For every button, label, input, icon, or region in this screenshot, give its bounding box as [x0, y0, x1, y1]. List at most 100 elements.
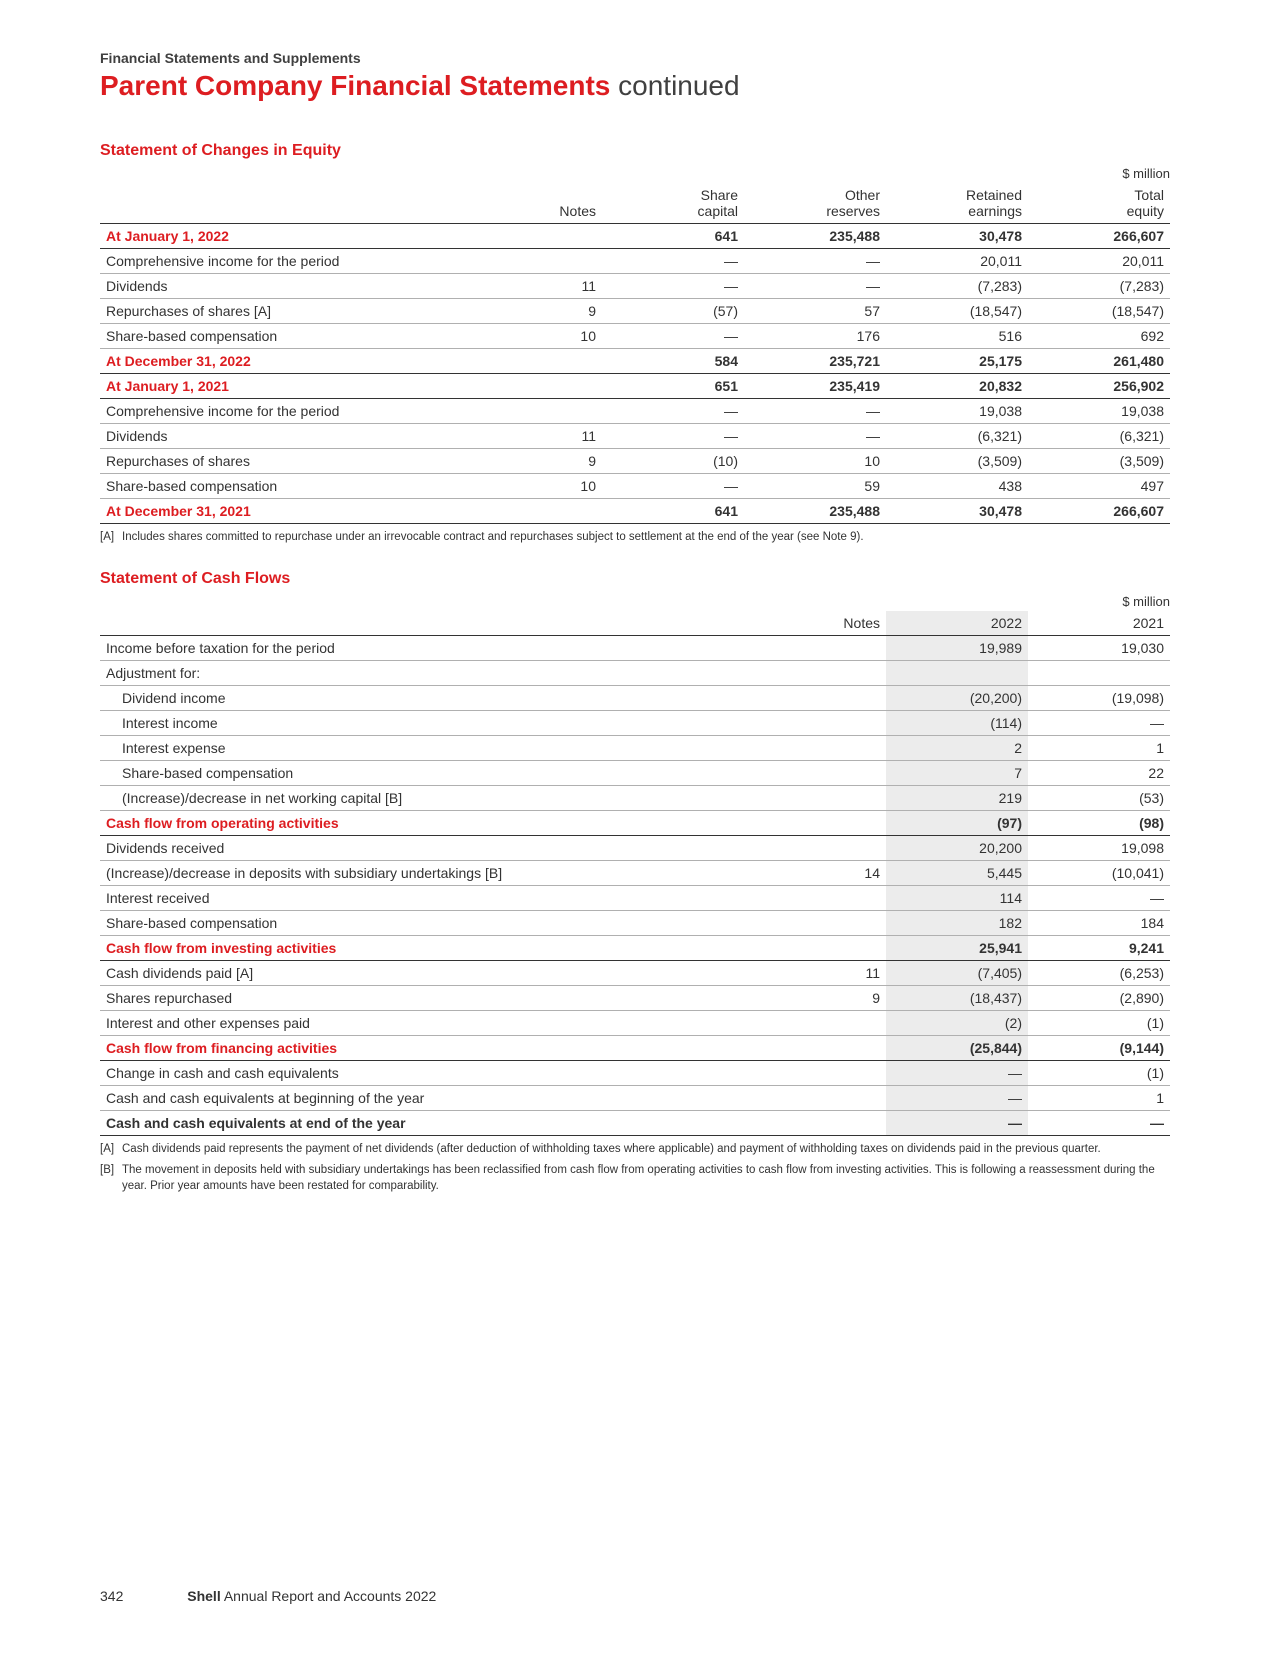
row-label: Cash dividends paid [A]: [100, 960, 794, 985]
cell: 30,478: [886, 499, 1028, 524]
table-row: Cash flow from investing activities 25,94…: [100, 935, 1170, 960]
cell: 19,038: [886, 399, 1028, 424]
cell: 9: [510, 449, 602, 474]
cf-h0: [100, 611, 794, 636]
row-label: Income before taxation for the period: [100, 635, 794, 660]
cell: [510, 349, 602, 374]
table-row: Share-based compensation10—176516692: [100, 324, 1170, 349]
cell: (1): [1028, 1010, 1170, 1035]
cell: [794, 835, 886, 860]
cell: —: [602, 424, 744, 449]
row-label: Cash flow from operating activities: [100, 810, 794, 835]
breadcrumb: Financial Statements and Supplements: [100, 50, 1170, 66]
row-label: Dividends received: [100, 835, 794, 860]
footnote: [A]Includes shares committed to repurcha…: [100, 530, 1170, 546]
cell: 20,011: [1028, 249, 1170, 274]
cell: [794, 885, 886, 910]
row-label: Shares repurchased: [100, 985, 794, 1010]
title-continued: continued: [610, 70, 739, 101]
row-label: Comprehensive income for the period: [100, 249, 510, 274]
cell: [794, 1035, 886, 1060]
row-label: Repurchases of shares: [100, 449, 510, 474]
cell: 19,030: [1028, 635, 1170, 660]
cell: 57: [744, 299, 886, 324]
cell: 641: [602, 499, 744, 524]
cell: 9,241: [1028, 935, 1170, 960]
table-row: Interest and other expenses paid(2)(1): [100, 1010, 1170, 1035]
cell: (6,321): [1028, 424, 1170, 449]
row-label: Repurchases of shares [A]: [100, 299, 510, 324]
table-row: Adjustment for:: [100, 660, 1170, 685]
cell: [794, 660, 886, 685]
cell: (57): [602, 299, 744, 324]
table-row: Interest expense21: [100, 735, 1170, 760]
cell: —: [602, 274, 744, 299]
cell: (6,253): [1028, 960, 1170, 985]
cell: 182: [886, 910, 1028, 935]
equity-h3: Otherreserves: [744, 183, 886, 224]
cell: [510, 399, 602, 424]
row-label: Share-based compensation: [100, 324, 510, 349]
cell: 7: [886, 760, 1028, 785]
cell: —: [744, 399, 886, 424]
cell: [794, 760, 886, 785]
page-title: Parent Company Financial Statements cont…: [100, 70, 1170, 102]
row-label: Change in cash and cash equivalents: [100, 1060, 794, 1085]
cell: [794, 1060, 886, 1085]
cell: 651: [602, 374, 744, 399]
cell: (3,509): [1028, 449, 1170, 474]
footer-brand: Shell: [187, 1588, 220, 1604]
cell: 219: [886, 785, 1028, 810]
cell: (98): [1028, 810, 1170, 835]
cell: (20,200): [886, 685, 1028, 710]
cell: 30,478: [886, 224, 1028, 249]
cell: [794, 1110, 886, 1135]
cell: (18,547): [1028, 299, 1170, 324]
row-label: At December 31, 2021: [100, 499, 510, 524]
cell: —: [1028, 885, 1170, 910]
equity-table: Notes Sharecapital Otherreserves Retaine…: [100, 183, 1170, 524]
cell: (1): [1028, 1060, 1170, 1085]
table-row: Cash and cash equivalents at beginning o…: [100, 1085, 1170, 1110]
cell: 235,488: [744, 224, 886, 249]
cell: —: [602, 399, 744, 424]
cell: (3,509): [886, 449, 1028, 474]
footer-doc: Annual Report and Accounts 2022: [221, 1588, 437, 1604]
cell: 14: [794, 860, 886, 885]
cell: 10: [510, 474, 602, 499]
cell: —: [744, 274, 886, 299]
table-row: At January 1, 2021651235,41920,832256,90…: [100, 374, 1170, 399]
row-label: Cash flow from investing activities: [100, 935, 794, 960]
cell: —: [744, 249, 886, 274]
table-row: Comprehensive income for the period——19,…: [100, 399, 1170, 424]
cell: —: [1028, 710, 1170, 735]
cf-h2: 2022: [886, 611, 1028, 636]
cell: [794, 685, 886, 710]
cell: 584: [602, 349, 744, 374]
cell: —: [744, 424, 886, 449]
row-label: Cash and cash equivalents at end of the …: [100, 1110, 794, 1135]
row-label: (Increase)/decrease in net working capit…: [100, 785, 794, 810]
equity-h5: Totalequity: [1028, 183, 1170, 224]
row-label: Dividend income: [100, 685, 794, 710]
row-label: Dividends: [100, 424, 510, 449]
cell: [794, 910, 886, 935]
equity-h0: [100, 183, 510, 224]
cell: (114): [886, 710, 1028, 735]
cell: 10: [510, 324, 602, 349]
cell: 1: [1028, 1085, 1170, 1110]
row-label: Share-based compensation: [100, 474, 510, 499]
cell: (9,144): [1028, 1035, 1170, 1060]
row-label: Comprehensive income for the period: [100, 399, 510, 424]
table-row: Repurchases of shares [A]9(57)57(18,547)…: [100, 299, 1170, 324]
cell: 235,721: [744, 349, 886, 374]
cell: 256,902: [1028, 374, 1170, 399]
equity-h4: Retainedearnings: [886, 183, 1028, 224]
cell: 25,941: [886, 935, 1028, 960]
cell: 641: [602, 224, 744, 249]
equity-h2: Sharecapital: [602, 183, 744, 224]
table-row: Interest received114—: [100, 885, 1170, 910]
row-label: Interest expense: [100, 735, 794, 760]
cell: —: [886, 1110, 1028, 1135]
cell: 11: [510, 424, 602, 449]
